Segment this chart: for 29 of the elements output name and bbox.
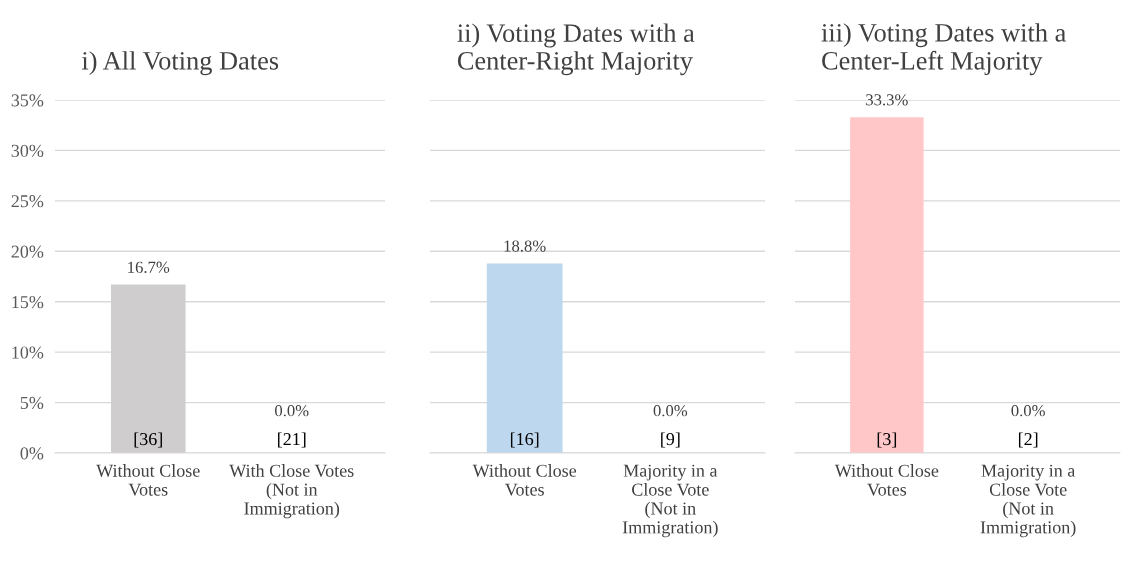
annotation: [3] bbox=[877, 432, 897, 448]
chart-title: ii) Voting Dates with a Center-Right Majority bbox=[457, 23, 695, 76]
x-tick-label: Majority in a Close Vote (Not in Immigration) bbox=[980, 464, 1076, 538]
x-tick-label: Without Close Votes bbox=[96, 464, 200, 496]
chart-title: i) All Voting Dates bbox=[81, 51, 279, 76]
data-label: 0.0% bbox=[275, 405, 309, 417]
y-tick-label: 10% bbox=[12, 346, 44, 359]
x-tick-label: Majority in a Close Vote (Not in Immigration) bbox=[622, 464, 718, 538]
y-tick-label: 20% bbox=[11, 245, 44, 258]
x-tick-label: Without Close Votes bbox=[834, 464, 939, 496]
data-label: 0.0% bbox=[1011, 405, 1045, 417]
y-tick-label: 35% bbox=[11, 94, 44, 107]
annotation: [9] bbox=[661, 432, 680, 448]
annotation: [21] bbox=[278, 432, 306, 448]
annotation: [16] bbox=[510, 432, 539, 448]
data-label: 0.0% bbox=[653, 405, 688, 417]
x-tick-label: Without Close Votes bbox=[472, 464, 577, 496]
chart-title: iii) Voting Dates with a Center-Left Majority bbox=[821, 23, 1066, 76]
data-label: 33.3% bbox=[866, 94, 908, 106]
data-label: 18.8% bbox=[504, 240, 546, 252]
y-tick-label: 0% bbox=[20, 447, 44, 460]
y-tick-label: 5% bbox=[20, 396, 44, 410]
y-tick-label: 25% bbox=[11, 195, 44, 208]
x-tick-label: With Close Votes (Not in Immigration) bbox=[229, 464, 354, 519]
data-label: 16.7% bbox=[128, 261, 170, 273]
annotation: [2] bbox=[1018, 432, 1038, 448]
annotation: [36] bbox=[134, 432, 162, 448]
y-tick-label: 30% bbox=[11, 144, 44, 157]
y-tick-label: 15% bbox=[12, 295, 44, 309]
